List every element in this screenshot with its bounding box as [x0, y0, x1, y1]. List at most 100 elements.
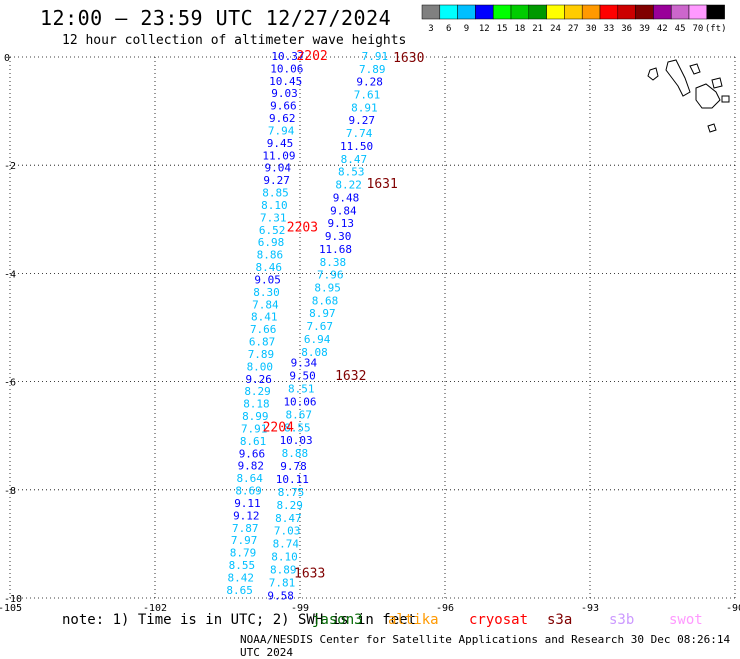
swh-value-right-track: 11.50	[340, 140, 373, 153]
swh-value-left-track: 10.37	[271, 50, 304, 63]
footer-credit: NOAA/NESDIS Center for Satellite Applica…	[240, 633, 731, 659]
swh-value-right-track: 9.48	[333, 191, 360, 204]
swh-value-left-track: 8.41	[251, 311, 278, 324]
swh-value-left-track: 8.00	[247, 360, 274, 373]
swh-value-left-track: 9.45	[267, 137, 294, 150]
swh-value-left-track: 8.42	[227, 571, 254, 584]
swh-value-mid-track: 9.34	[291, 357, 318, 370]
swh-value-left-track: 6.87	[249, 336, 276, 349]
colorbar-label: 12	[479, 24, 490, 34]
swh-value-right-track: 9.27	[349, 114, 376, 127]
swh-value-left-track: 8.55	[229, 559, 256, 572]
mission-legend-jason3: jason3	[312, 612, 363, 628]
lat-tick-label: -4	[4, 269, 16, 280]
swh-value-right-track: 9.28	[356, 76, 383, 89]
swh-value-left-track: 9.03	[271, 87, 298, 100]
page-title: 12:00 — 23:59 UTC 12/27/2024	[40, 6, 392, 30]
swh-value-left-track: 8.29	[244, 385, 271, 398]
colorbar-label: 36	[621, 24, 632, 34]
swh-value-right-track: 8.97	[309, 307, 336, 320]
swh-value-left-track: 8.85	[262, 187, 289, 200]
swh-value-mid-track: 9.78	[280, 460, 307, 473]
mission-legend-s3a: s3a	[547, 612, 573, 628]
swh-value-right-track: 8.38	[320, 256, 347, 269]
swh-value-left-track: 7.84	[252, 298, 279, 311]
swh-value-left-track: 9.62	[269, 112, 296, 125]
pass-number-label: 2203	[287, 220, 318, 235]
swh-value-mid-track: 10.11	[276, 473, 309, 486]
wave-height-colorbar: 3 6 9 12 15 18 21 24 27 30 33 36 39 42 45 70 (ft)	[421, 4, 727, 34]
swh-value-left-track: 7.91	[241, 422, 268, 435]
colorbar-label: 3	[428, 24, 433, 34]
colorbar-label: 27	[568, 24, 579, 34]
swh-value-mid-track: 8.88	[282, 447, 309, 460]
swh-value-left-track: 8.99	[242, 410, 269, 423]
colorbar-swatch	[706, 4, 725, 20]
swh-value-left-track: 7.87	[232, 522, 259, 535]
swh-value-right-track: 7.89	[359, 63, 386, 76]
swh-value-right-track: 8.95	[314, 282, 341, 295]
pass-number-label: 1633	[294, 567, 325, 582]
swh-value-mid-track: 9.58	[267, 589, 294, 602]
lat-tick-label: -8	[4, 486, 16, 497]
colorbar-label: 6	[446, 24, 451, 34]
swh-value-left-track: 7.97	[231, 534, 258, 547]
swh-value-mid-track: 8.51	[288, 383, 315, 396]
swh-value-right-track: 8.08	[301, 346, 328, 359]
page-subtitle: 12 hour collection of altimeter wave hei…	[62, 33, 407, 48]
swh-value-left-track: 7.31	[260, 211, 287, 224]
lat-tick-label: 0	[4, 53, 10, 64]
colorbar-label: 9	[464, 24, 469, 34]
swh-value-mid-track: 10.06	[283, 395, 316, 408]
swh-value-right-track: 8.91	[351, 101, 378, 114]
mission-legend-swot: swot	[669, 612, 703, 628]
swh-value-right-track: 9.30	[325, 230, 352, 243]
swh-value-left-track: 8.86	[257, 249, 284, 262]
swh-value-right-track: 7.61	[354, 89, 381, 102]
swh-value-left-track: 6.98	[258, 236, 285, 249]
pass-number-label: 1631	[367, 177, 398, 192]
swh-value-left-track: 8.10	[261, 199, 288, 212]
swh-value-mid-track: 8.55	[284, 421, 311, 434]
lat-tick-label: -10	[4, 594, 22, 605]
swh-value-left-track: 8.64	[236, 472, 263, 485]
colorbar-label: 45	[675, 24, 686, 34]
lat-tick-label: -2	[4, 161, 16, 172]
colorbar-label: 24	[550, 24, 561, 34]
swh-value-left-track: 10.06	[270, 62, 303, 75]
mission-legend-cryosat: cryosat	[469, 612, 529, 628]
swh-value-mid-track: 8.89	[270, 563, 297, 576]
colorbar-label: 39	[639, 24, 650, 34]
swh-value-mid-track: 9.50	[289, 370, 316, 383]
swh-value-right-track: 11.68	[319, 243, 352, 256]
swh-value-left-track: 9.82	[238, 460, 265, 473]
mission-legend-altika: altika	[388, 612, 439, 628]
swh-value-right-track: 7.67	[307, 320, 334, 333]
colorbar-label: (ft)	[705, 24, 727, 34]
swh-value-mid-track: 8.67	[285, 408, 312, 421]
swh-value-left-track: 8.18	[243, 398, 270, 411]
lon-tick-label: -96	[436, 603, 454, 614]
swh-value-right-track: 6.94	[304, 333, 331, 346]
mission-legend-s3b: s3b	[609, 612, 635, 628]
swh-value-left-track: 9.05	[254, 273, 281, 286]
swh-value-left-track: 8.65	[226, 584, 253, 597]
swh-value-right-track: 9.84	[330, 204, 357, 217]
swh-value-mid-track: 8.29	[276, 499, 303, 512]
colorbar-label: 42	[657, 24, 668, 34]
swh-value-left-track: 9.12	[233, 509, 260, 522]
swh-value-right-track: 9.13	[328, 217, 355, 230]
colorbar-label: 70	[692, 24, 703, 34]
swh-value-mid-track: 10.03	[280, 434, 313, 447]
lon-tick-label: -93	[581, 603, 599, 614]
swh-value-right-track: 7.74	[346, 127, 373, 140]
swh-value-right-track: 8.68	[312, 294, 339, 307]
colorbar-label: 21	[532, 24, 543, 34]
pass-number-label: 1632	[335, 369, 366, 384]
colorbar-label: 18	[514, 24, 525, 34]
swh-value-mid-track: 8.47	[275, 512, 302, 525]
colorbar-label: 33	[603, 24, 614, 34]
swh-value-left-track: 9.66	[239, 447, 266, 460]
swh-value-mid-track: 7.81	[269, 576, 296, 589]
galapagos-islands-outline	[647, 59, 730, 133]
